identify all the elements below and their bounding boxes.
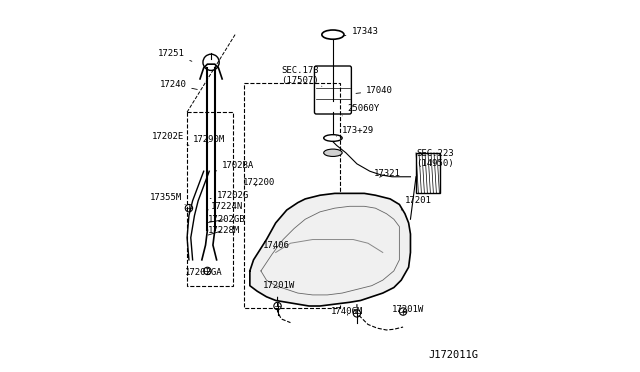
Text: 17202G: 17202G: [210, 191, 249, 200]
Text: 17201W: 17201W: [263, 281, 295, 290]
Text: J172011G: J172011G: [429, 350, 479, 359]
Text: 17406M: 17406M: [331, 307, 364, 316]
Text: 17290M: 17290M: [193, 135, 225, 144]
Text: 17224N: 17224N: [207, 202, 243, 211]
Ellipse shape: [324, 149, 342, 157]
Text: 17201: 17201: [401, 196, 432, 210]
Text: 17040: 17040: [356, 86, 393, 95]
Text: 17202E: 17202E: [152, 132, 189, 145]
Text: 17202GB: 17202GB: [207, 215, 245, 224]
Text: SEC.223
(14950): SEC.223 (14950): [416, 148, 454, 168]
Text: 25060Y: 25060Y: [342, 104, 380, 116]
Text: 17355M: 17355M: [150, 193, 185, 205]
Text: 1702BA: 1702BA: [215, 161, 255, 171]
Text: 17251: 17251: [157, 49, 192, 61]
Text: 17202GA: 17202GA: [185, 268, 223, 277]
Text: 172200: 172200: [243, 178, 275, 187]
Text: 17321: 17321: [374, 169, 401, 177]
Polygon shape: [250, 193, 410, 306]
Text: 17343: 17343: [343, 27, 378, 36]
Text: 17406: 17406: [263, 241, 290, 250]
Text: SEC.173
(17507): SEC.173 (17507): [281, 65, 322, 86]
Text: 17240: 17240: [159, 80, 197, 89]
Text: 173+29: 173+29: [337, 126, 374, 136]
Text: 17228M: 17228M: [207, 226, 239, 235]
Text: 17201W: 17201W: [392, 305, 424, 314]
